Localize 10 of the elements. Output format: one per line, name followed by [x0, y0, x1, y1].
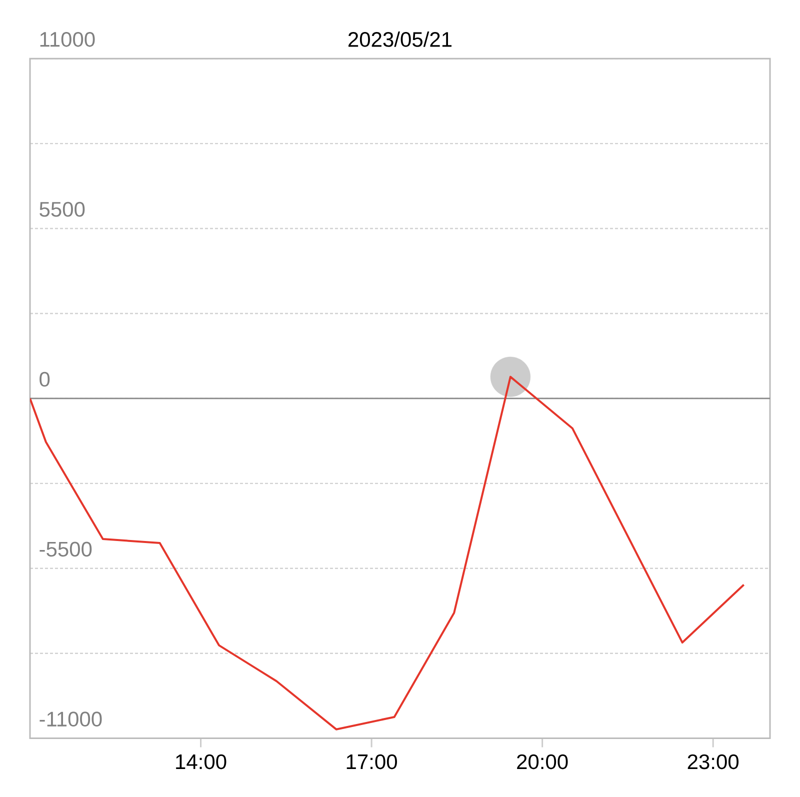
x-tick-label: 17:00: [346, 754, 397, 770]
chart-title: 2023/05/21: [348, 31, 452, 47]
y-tick-label: -5500: [40, 542, 92, 557]
y-tick-label: 11000: [40, 32, 95, 47]
y-tick-label: 0: [40, 372, 50, 387]
x-tick-label: 23:00: [688, 754, 739, 770]
x-tick-label: 14:00: [176, 754, 226, 770]
x-tick-label: 20:00: [517, 754, 568, 770]
y-tick-label: 5500: [40, 202, 85, 217]
y-tick-label: -11000: [40, 712, 102, 727]
